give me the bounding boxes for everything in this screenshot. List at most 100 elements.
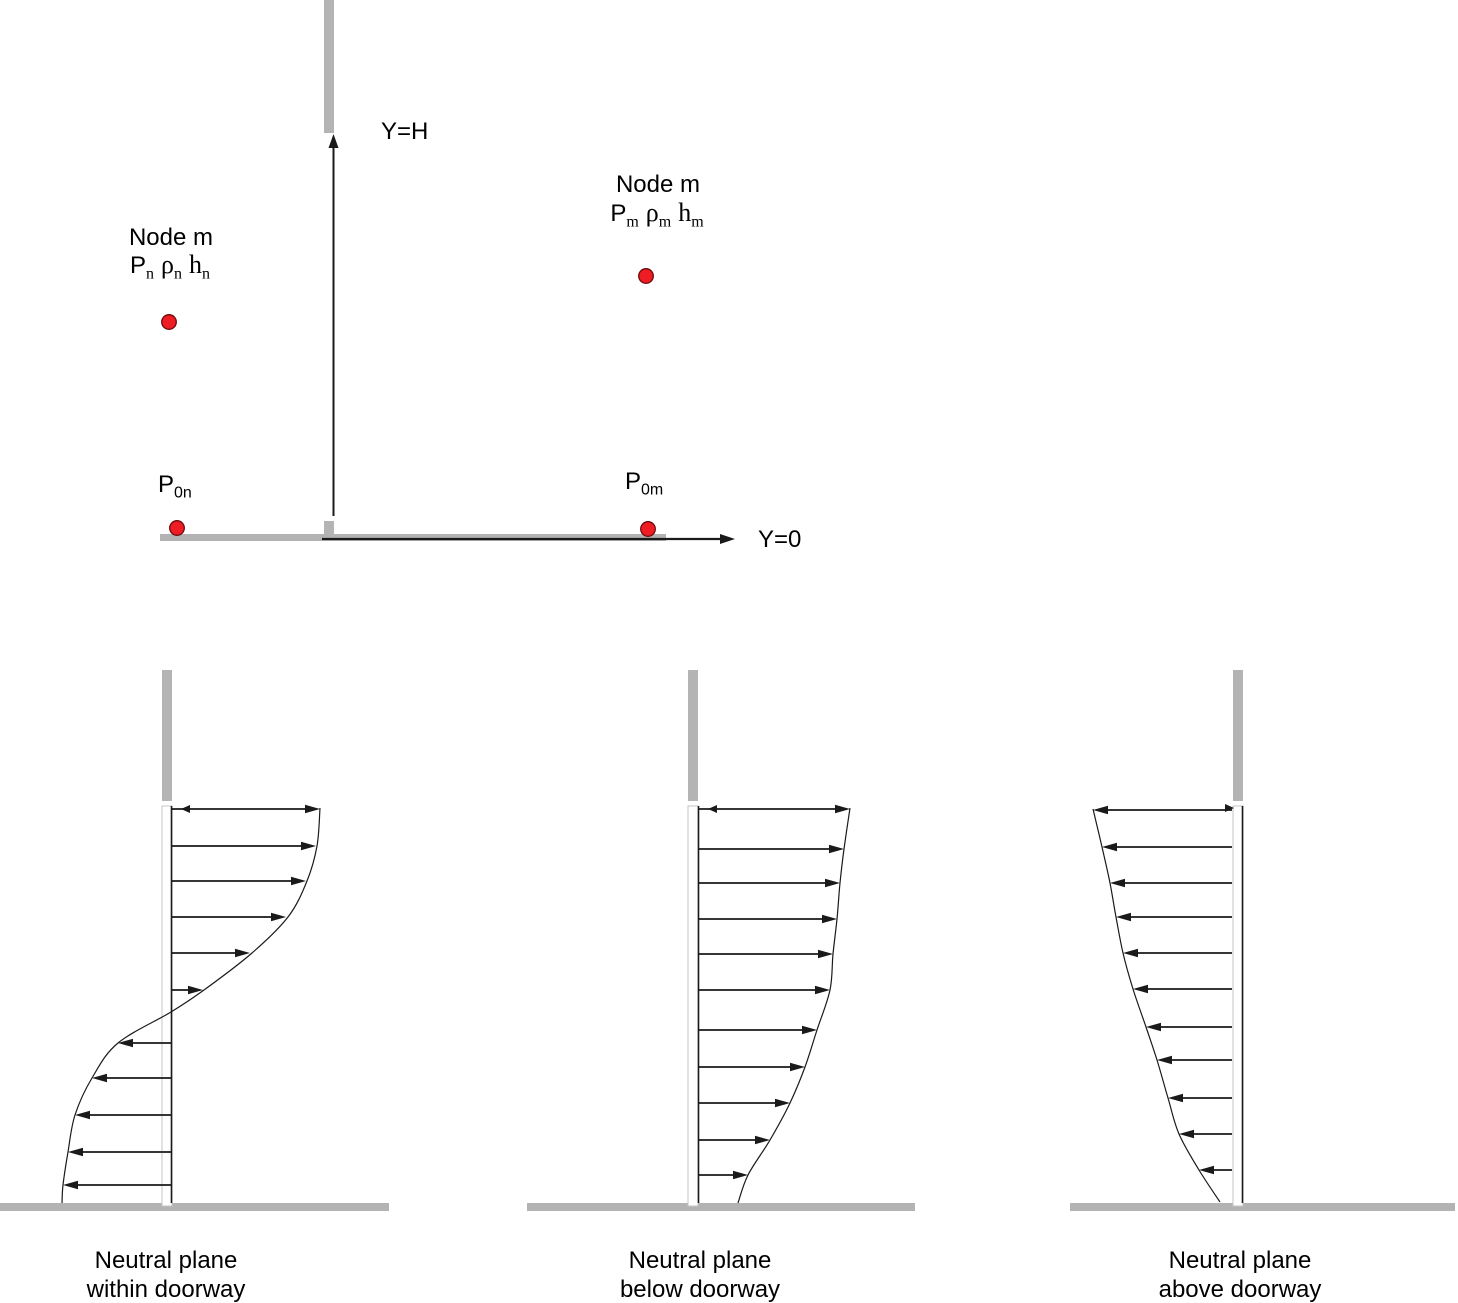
y-equals-zero-label: Y=0 [758,526,802,553]
velocity-arrow [699,1135,770,1145]
velocity-arrow [699,1062,805,1072]
arrowhead [305,804,320,814]
arrowhead [235,948,250,958]
pressure-symbol: P [158,471,175,498]
pressure-symbol: P [625,468,642,495]
wall-stub-at-floor [324,521,334,535]
y-equals-h-label: Y=H [381,118,429,145]
arrowhead [63,1180,78,1190]
arrowhead [1116,912,1131,922]
caption-line-1: Neutral plane [1168,1247,1312,1274]
caption-above-doorway: Neutral plane above doorway [1159,1246,1322,1303]
corner-arrowhead [1225,804,1234,812]
pressure-subscript: m [626,213,639,231]
door-frame [1232,805,1244,1207]
caption-line-2: above doorway [1158,1276,1322,1303]
arrowhead [1157,1055,1172,1065]
velocity-arrow [699,804,850,814]
left-node-title: Node m [128,224,214,251]
arrowhead [118,1038,133,1048]
caption-line-2: within doorway [86,1276,246,1303]
velocity-arrow [1102,842,1232,852]
velocity-arrow [172,804,320,814]
arrowhead [68,1147,83,1157]
caption-below-doorway: Neutral plane below doorway [620,1246,780,1303]
velocity-arrow [699,949,833,959]
velocity-arrow [699,1098,790,1108]
node-dot [161,314,177,330]
right-node-title: Node m [615,171,701,198]
density-subscript: m [658,213,672,231]
floor-bar [1070,1203,1455,1211]
velocity-envelope-curve [737,807,851,1204]
pressure-symbol: P [130,252,147,279]
arrowhead [188,985,203,995]
velocity-arrow [1146,1022,1232,1032]
velocity-arrow [1168,1093,1232,1103]
density-symbol: ρ [161,250,174,279]
floor-bar [160,534,666,541]
caption-line-1: Neutral plane [628,1247,772,1274]
velocity-arrow [1199,1165,1232,1175]
arrowhead [825,878,840,888]
arrowhead [291,876,306,886]
velocity-arrow [172,876,306,886]
velocity-arrow [699,1170,748,1180]
node-dot [640,521,656,537]
floor-bar [527,1203,915,1211]
velocity-arrow [1093,805,1232,815]
velocity-arrow [699,914,837,924]
velocity-arrow [1133,984,1232,994]
velocity-arrow [699,878,840,888]
floor-pressure-left-label: P0n [158,471,192,502]
node-dot [169,520,185,536]
arrowhead [1093,805,1108,815]
velocity-arrow [1110,878,1232,888]
pressure-subscript: n [146,265,155,283]
wall-above-doorway [688,670,698,801]
arrowhead [818,949,833,959]
arrowhead [1110,878,1125,888]
velocity-arrow [1123,948,1232,958]
arrowhead [1199,1165,1214,1175]
velocity-arrow [68,1147,172,1157]
node-dot [638,268,654,284]
corner-arrowhead [181,805,190,813]
arrowhead [720,534,735,544]
caption-line-2: below doorway [619,1276,781,1303]
arrowhead [271,912,286,922]
top-schematic [160,0,735,544]
arrowhead [815,985,830,995]
arrowhead [1179,1129,1194,1139]
velocity-arrow [1157,1055,1232,1065]
arrowhead [822,914,837,924]
corner-arrowhead [708,805,717,813]
velocity-arrow [118,1038,172,1048]
pressure-subscript: 0m [641,481,664,499]
velocity-envelope-curve [1092,808,1221,1203]
arrowhead [802,1025,817,1035]
door-frame [687,805,699,1207]
right-node-formula: Pm ρm hm [610,198,703,231]
velocity-arrow [75,1110,172,1120]
velocity-arrow [63,1180,172,1190]
caption-within-doorway: Neutral plane within doorway [87,1246,246,1303]
arrowhead [835,804,850,814]
arrowhead [75,1110,90,1120]
height-symbol: h [678,198,692,227]
arrowhead [790,1062,805,1072]
wall-above-doorway [1233,670,1243,801]
pressure-symbol: P [610,200,627,227]
height-symbol: h [189,250,202,279]
arrowhead [733,1170,748,1180]
arrowhead [1146,1022,1161,1032]
wall-above-doorway [324,0,334,133]
height-subscript: n [202,265,210,283]
left-node-formula: Pn ρn hn [130,250,210,283]
profile-below-doorway [527,670,915,1211]
caption-line-1: Neutral plane [94,1247,238,1274]
velocity-arrow [1116,912,1232,922]
y-axis-arrow [328,134,339,516]
arrowhead [829,844,844,854]
